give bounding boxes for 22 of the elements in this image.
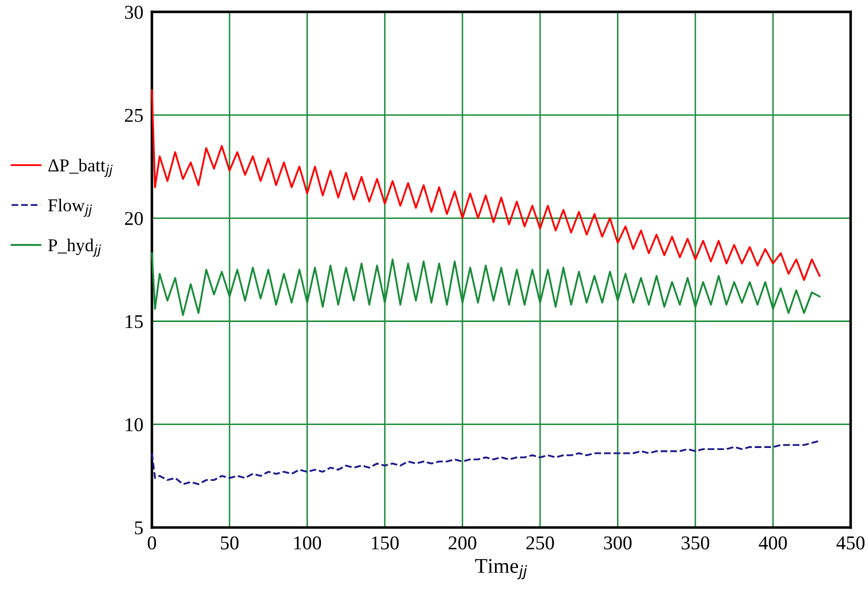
x-tick-label: 250 [526,536,554,550]
legend-label: P_hyd$_{jj}$ [48,238,102,257]
line-series [150,440,820,486]
x-axis-title: Time$_{jj}$ [475,558,528,580]
x-tick-label: 300 [604,536,632,550]
y-tick-label: 30 [125,6,143,19]
y-tick-label: 15 [126,315,143,328]
legend-label: ΔP_batt$_{jj}$ [48,158,113,177]
y-tick-label: 10 [126,418,143,432]
y-tick-label: 25 [124,108,143,122]
y-tick-label: 20 [124,212,143,226]
x-tick-label: 400 [758,536,787,550]
line-series [150,89,820,281]
x-tick-label: 0 [148,536,156,550]
x-tick-label: 350 [682,536,710,550]
legend-label: Flow$_{jj}$ [48,198,92,217]
x-tick-label: 50 [220,536,239,550]
x-tick-label: 150 [372,536,399,550]
x-tick-label: 100 [294,536,322,550]
x-tick-label: 450 [836,536,864,550]
y-tick-label: 5 [134,521,143,534]
x-tick-label: 200 [448,536,476,550]
